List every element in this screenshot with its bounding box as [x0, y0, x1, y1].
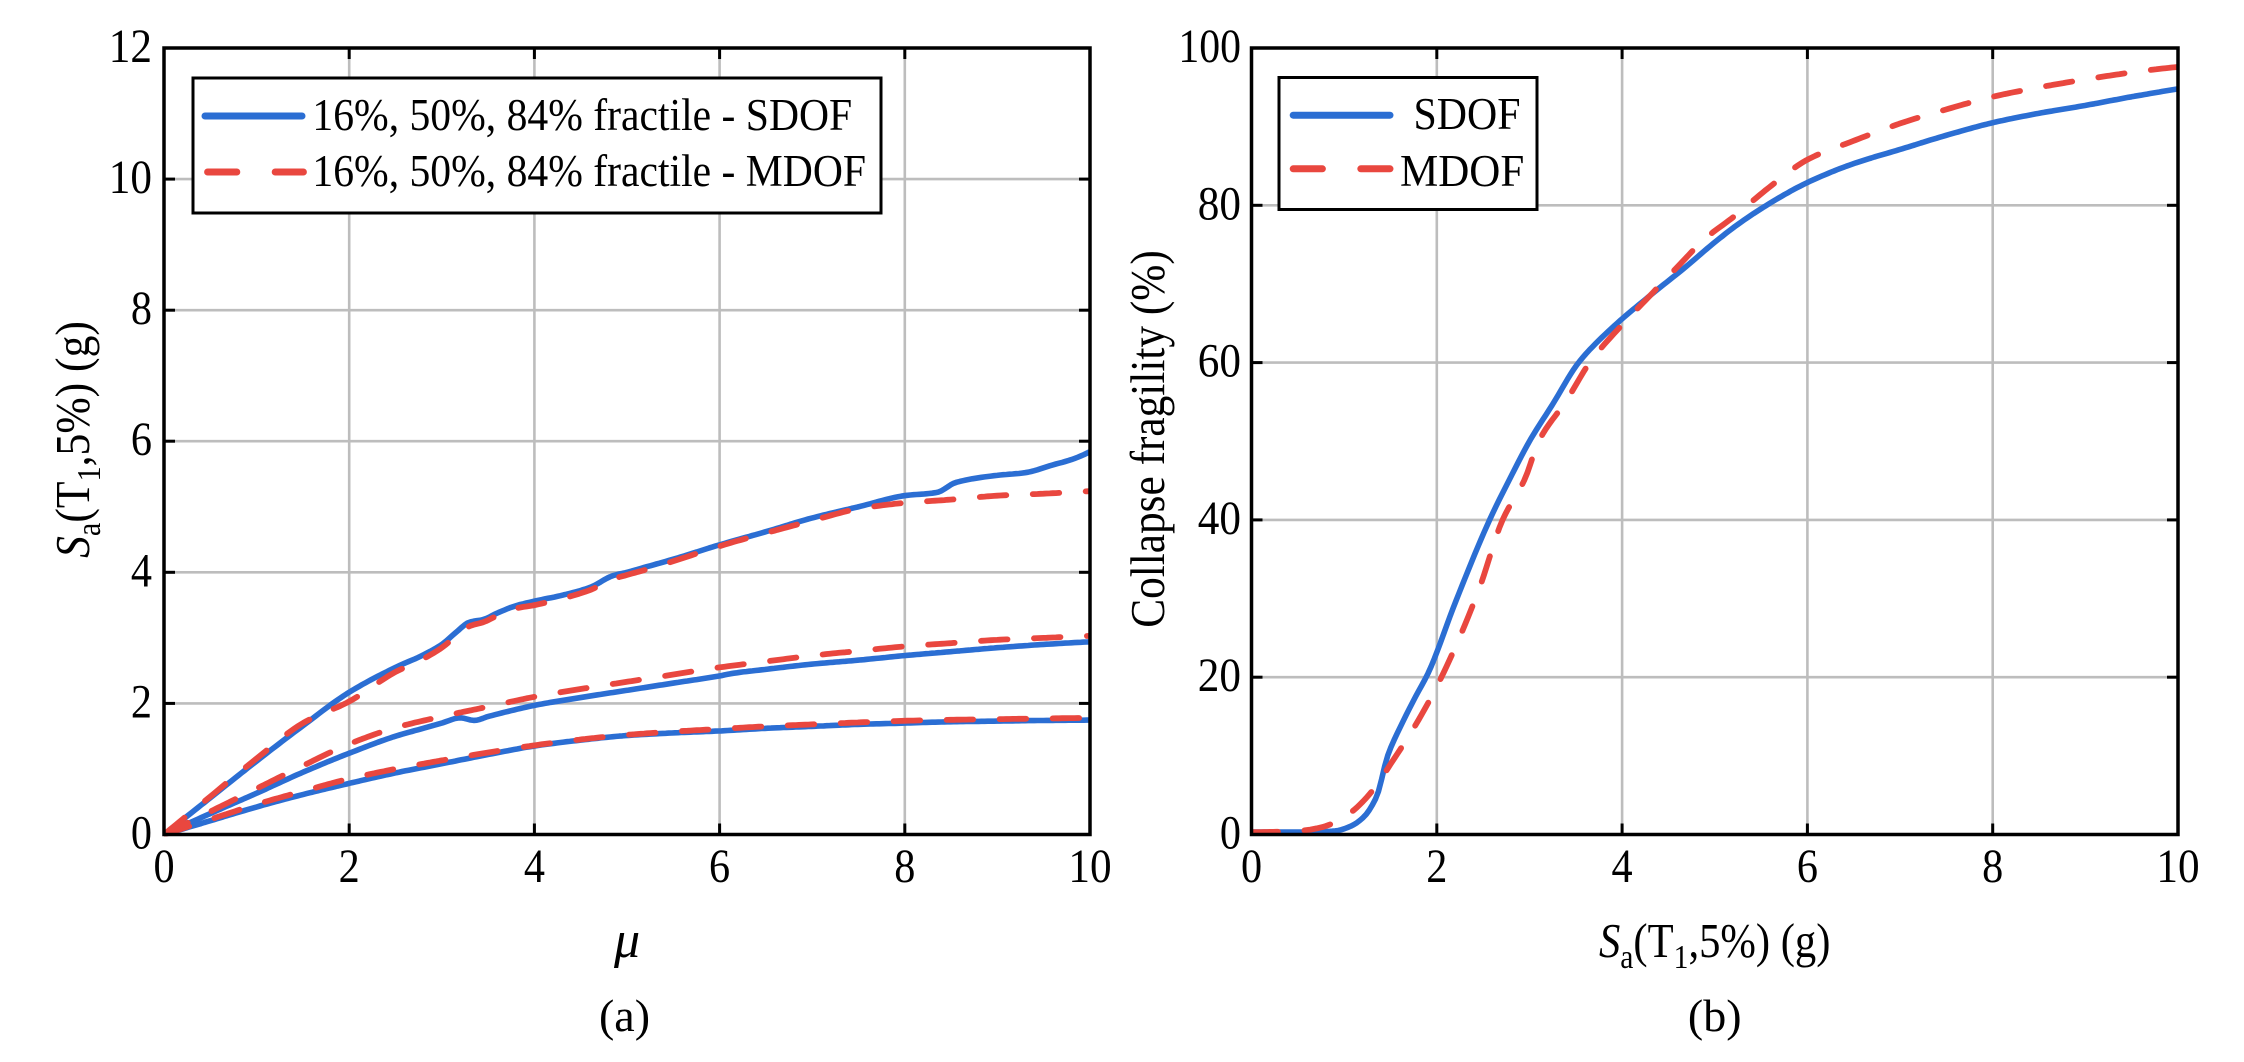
svg-text:6: 6	[709, 840, 730, 893]
svg-text:2: 2	[1426, 840, 1447, 893]
svg-text:4: 4	[131, 544, 152, 597]
svg-text:10: 10	[109, 150, 152, 204]
svg-text:40: 40	[1198, 491, 1241, 545]
svg-text:Sa(T1,5%) (g): Sa(T1,5%) (g)	[47, 321, 108, 558]
svg-text:100: 100	[1178, 19, 1241, 72]
svg-text:μ: μ	[613, 912, 640, 969]
svg-text:SDOF: SDOF	[1414, 88, 1521, 139]
svg-text:Collapse fragility (%): Collapse fragility (%)	[1122, 250, 1176, 628]
svg-text:4: 4	[524, 840, 545, 893]
svg-text:80: 80	[1198, 176, 1241, 230]
svg-text:60: 60	[1198, 334, 1241, 388]
svg-text:MDOF: MDOF	[1400, 145, 1524, 197]
svg-text:8: 8	[1982, 840, 2003, 893]
svg-text:8: 8	[131, 282, 152, 335]
svg-text:16%, 50%, 84% fractile - MDOF: 16%, 50%, 84% fractile - MDOF	[312, 146, 866, 196]
svg-text:16%, 50%, 84% fractile - SDOF: 16%, 50%, 84% fractile - SDOF	[312, 90, 852, 140]
svg-text:0: 0	[1241, 840, 1262, 893]
svg-text:0: 0	[153, 840, 174, 893]
svg-text:Sa(T1,5%) (g): Sa(T1,5%) (g)	[1599, 913, 1830, 975]
svg-text:(b): (b)	[1688, 990, 1742, 1041]
svg-text:4: 4	[1612, 840, 1633, 893]
svg-text:10: 10	[1068, 839, 1111, 893]
svg-text:6: 6	[1797, 840, 1818, 893]
svg-text:0: 0	[131, 806, 152, 859]
svg-text:12: 12	[109, 19, 152, 73]
svg-text:2: 2	[339, 840, 360, 893]
svg-text:20: 20	[1198, 648, 1241, 702]
svg-text:2: 2	[131, 675, 152, 728]
svg-text:6: 6	[131, 413, 152, 466]
svg-text:(a): (a)	[599, 990, 650, 1041]
svg-text:10: 10	[2156, 839, 2199, 893]
svg-text:0: 0	[1220, 806, 1241, 859]
svg-text:8: 8	[894, 840, 915, 893]
